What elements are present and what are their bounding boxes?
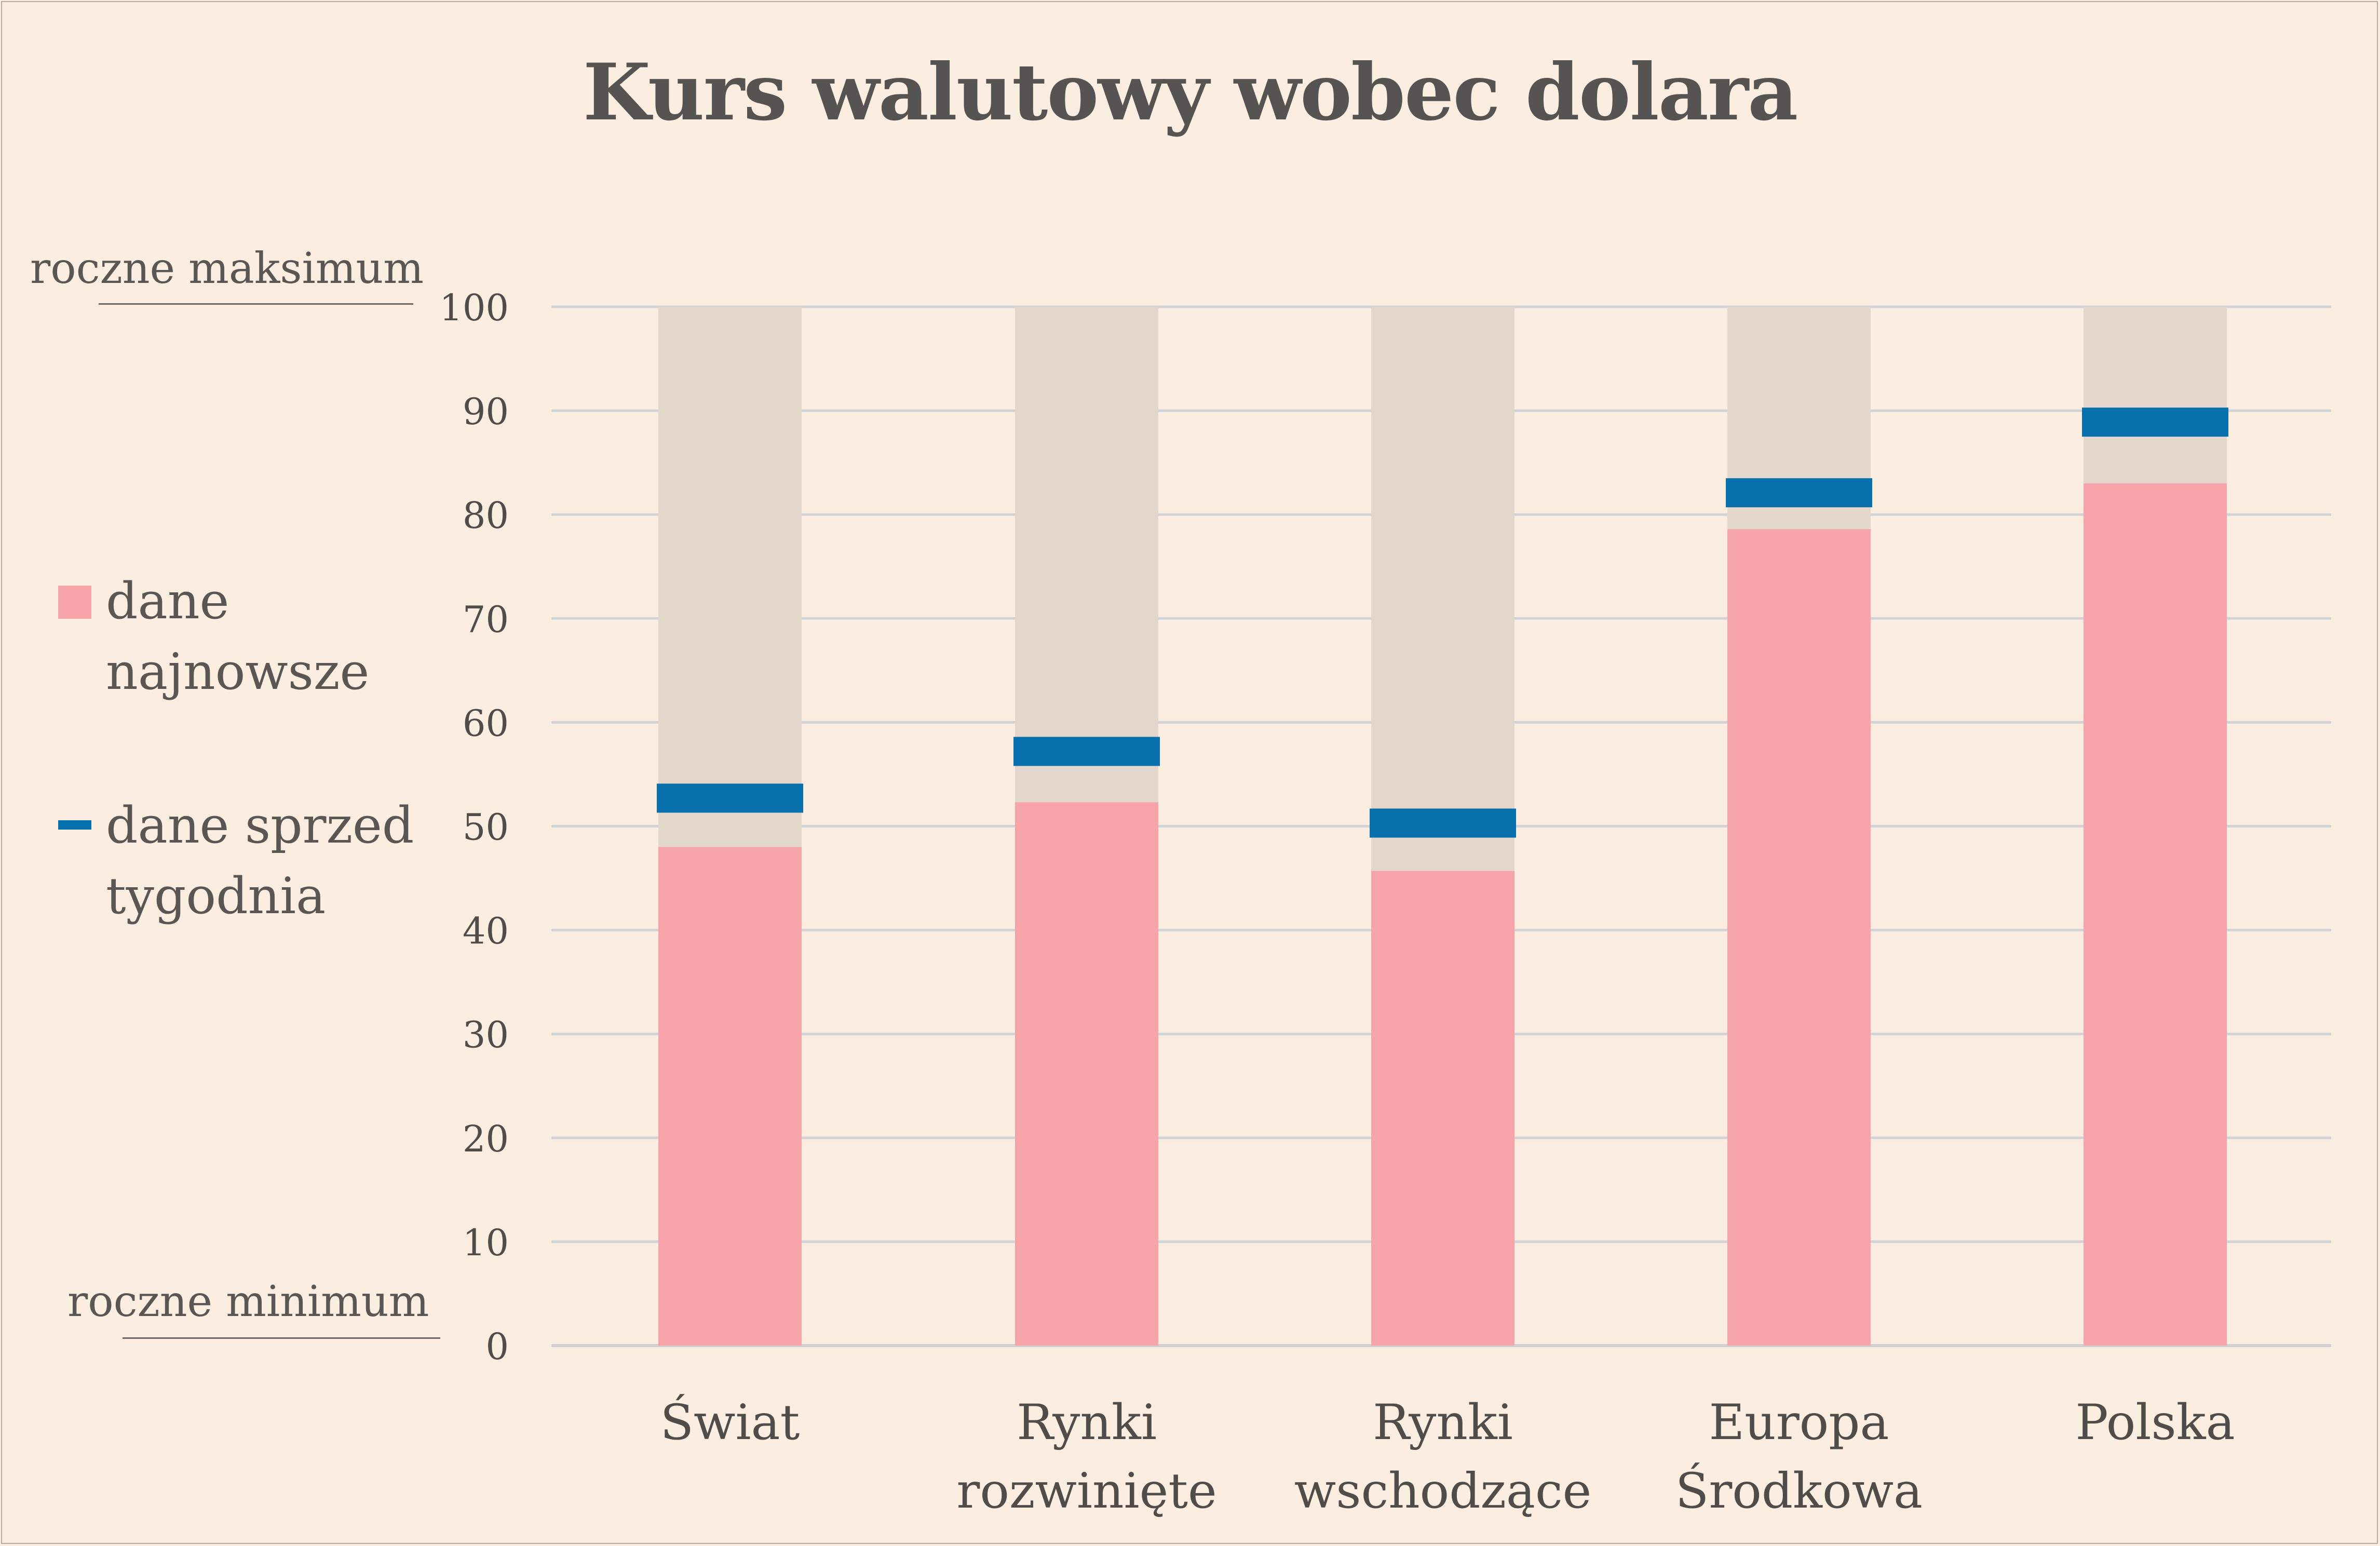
marker-week-ago-1 bbox=[1013, 737, 1160, 766]
x-tick-label-0: Świat bbox=[660, 1393, 800, 1451]
x-tick-label-4: Polska bbox=[2075, 1394, 2235, 1451]
x-tick-label-3: Europa Środkowa bbox=[1675, 1394, 1923, 1520]
x-tick-label-1-line-1: rozwinięte bbox=[956, 1463, 1216, 1520]
x-tick-label-2-line-0: Rynki bbox=[1373, 1394, 1513, 1451]
marker-week-ago-3 bbox=[1726, 478, 1872, 508]
chart-title: Kurs walutowy wobec dolara bbox=[583, 47, 1798, 138]
y-tick-label-30: 30 bbox=[463, 1014, 509, 1056]
legend-label-latest: dane najnowsze bbox=[106, 566, 369, 707]
x-tick-label-0-line-0: Świat bbox=[660, 1393, 800, 1451]
y-top-label-rule bbox=[99, 303, 413, 305]
y-tick-label-70: 70 bbox=[463, 598, 509, 641]
y-tick-label-10: 10 bbox=[463, 1222, 509, 1264]
y-tick-label-50: 50 bbox=[463, 806, 509, 849]
bar-latest-3 bbox=[1727, 529, 1871, 1346]
y-top-label: roczne maksimum bbox=[30, 244, 424, 293]
marker-week-ago-2 bbox=[1370, 808, 1516, 838]
legend-swatch-latest bbox=[58, 586, 91, 619]
y-bottom-label-rule bbox=[123, 1337, 440, 1339]
x-tick-label-1: Rynki rozwinięte bbox=[956, 1394, 1216, 1520]
legend-swatch-week-ago bbox=[58, 820, 91, 830]
legend-label-week-ago-line1: dane sprzed bbox=[106, 796, 414, 855]
bar-latest-1 bbox=[1015, 802, 1158, 1346]
y-tick-label-90: 90 bbox=[463, 390, 509, 433]
legend-label-week-ago: dane sprzed tygodnia bbox=[106, 790, 414, 931]
legend-label-week-ago-line2: tygodnia bbox=[106, 867, 326, 925]
legend-label-latest-line1: dane bbox=[106, 572, 229, 630]
y-tick-label-60: 60 bbox=[463, 702, 509, 744]
marker-week-ago-4 bbox=[2082, 408, 2228, 437]
x-tick-label-3-line-1: Środkowa bbox=[1675, 1462, 1923, 1520]
x-tick-label-3-line-0: Europa bbox=[1709, 1394, 1889, 1451]
y-tick-label-20: 20 bbox=[463, 1118, 509, 1160]
y-bottom-label: roczne minimum bbox=[67, 1277, 429, 1326]
x-tick-label-1-line-0: Rynki bbox=[1017, 1394, 1157, 1451]
bar-latest-2 bbox=[1371, 871, 1514, 1346]
bar-latest-0 bbox=[658, 847, 802, 1346]
bar-latest-4 bbox=[2084, 483, 2227, 1346]
marker-week-ago-0 bbox=[657, 783, 803, 813]
y-tick-label-40: 40 bbox=[463, 910, 509, 953]
legend-label-latest-line2: najnowsze bbox=[106, 643, 370, 701]
y-tick-label-80: 80 bbox=[463, 494, 509, 537]
x-tick-label-4-line-0: Polska bbox=[2075, 1394, 2235, 1451]
y-tick-label-0: 0 bbox=[485, 1325, 509, 1368]
x-tick-label-2: Rynki wschodzące bbox=[1294, 1394, 1592, 1520]
x-tick-label-2-line-1: wschodzące bbox=[1294, 1463, 1592, 1520]
y-tick-label-100: 100 bbox=[439, 287, 509, 329]
